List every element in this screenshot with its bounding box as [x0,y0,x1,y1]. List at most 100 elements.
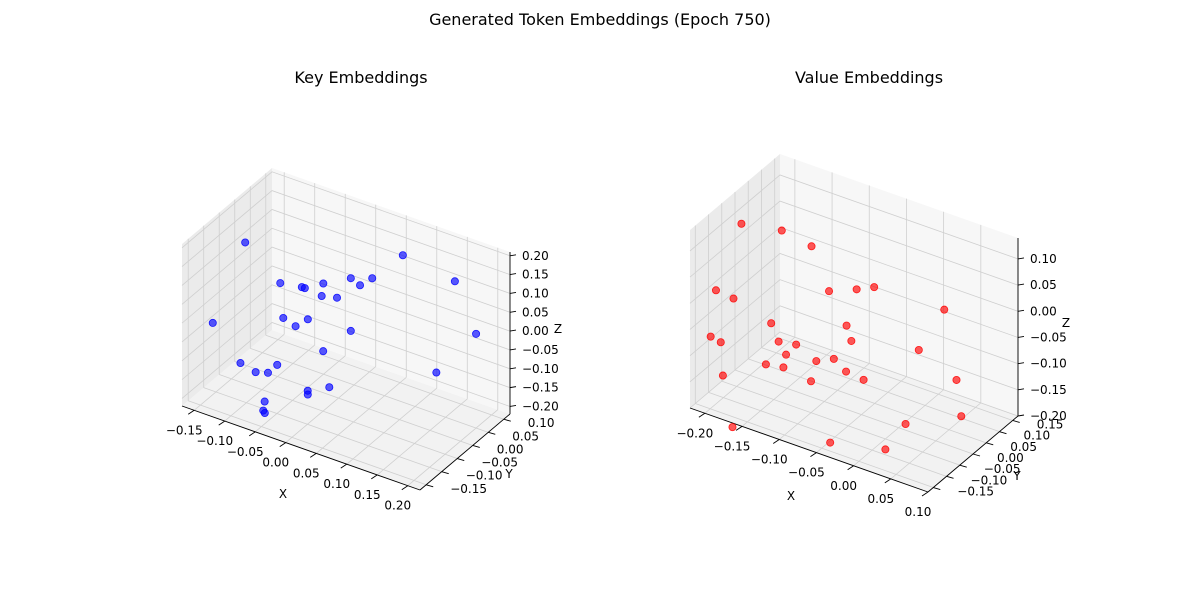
z-tick-label: 0.00 [1030,304,1057,318]
y-axis-line [419,413,511,491]
x-axis-label: X [279,487,287,501]
data-point [859,375,868,384]
x-tick-label: −0.05 [788,466,825,480]
x-axis-line [181,405,421,491]
x-tick-label: 0.00 [262,456,289,470]
data-point [779,363,788,372]
data-point [807,377,816,386]
y-tick-label: −0.05 [481,456,518,470]
z-tick-label: −0.15 [522,381,559,395]
x-axis-line [689,407,929,493]
z-tick-label: 0.20 [522,249,549,263]
data-point [241,238,250,247]
y-tick-label: 0.05 [512,429,539,443]
data-point [829,354,838,363]
data-point [319,347,328,356]
data-point [325,383,334,392]
x-tick-label: −0.15 [714,439,751,453]
data-point [767,319,776,328]
data-point [346,326,355,335]
data-point [792,340,801,349]
x-tick-label: −0.20 [676,426,713,440]
z-tick-label: 0.05 [1030,278,1057,292]
z-tick-label: 0.00 [522,324,549,338]
data-point [319,279,328,288]
data-point [332,293,341,302]
y-tick-label: 0.15 [1037,417,1064,431]
x-tick-label: −0.10 [196,434,233,448]
z-tick-label: 0.05 [522,305,549,319]
left-pane [182,168,272,406]
z-tick-label: −0.05 [522,343,559,357]
z-tick-label: 0.10 [522,286,549,300]
data-point [276,279,285,288]
data-point [952,375,961,384]
data-point [432,368,441,377]
y-tick-label: −0.10 [971,473,1008,487]
data-point [356,281,365,290]
data-point [847,336,856,345]
z-tick-label: −0.10 [1030,357,1067,371]
scatter-points [706,219,966,454]
key-embeddings-axes: −0.15−0.10−0.050.000.050.100.150.20−0.15… [166,68,562,513]
data-point [826,438,835,447]
data-point [716,338,725,347]
tick-labels: −0.15−0.10−0.050.000.050.100.150.20−0.15… [166,249,559,513]
data-point [260,397,269,406]
data-point [729,294,738,303]
scatter-points [208,238,481,418]
z-tick-label: 0.15 [522,268,549,282]
z-tick-label: −0.05 [1030,330,1067,344]
x-tick-label: 0.15 [354,488,381,502]
data-point [777,226,786,235]
figure-title: Generated Token Embeddings (Epoch 750) [429,10,771,29]
data-point [711,286,720,295]
data-point [346,274,355,283]
back-pane [272,168,510,414]
data-point [398,251,407,260]
x-tick-label: 0.10 [323,477,350,491]
data-point [728,423,737,432]
y-tick-label: 0.05 [1010,440,1037,454]
z-tick-label: −0.20 [522,399,559,413]
data-point [263,368,272,377]
data-point [279,313,288,322]
x-tick-label: 0.20 [384,499,411,513]
data-point [761,360,770,369]
grid-lines [181,171,511,486]
data-point [706,332,715,341]
z-axis-label: Z [1062,316,1070,330]
data-point [774,337,783,346]
data-point [881,445,890,454]
data-point [812,357,821,366]
x-tick-label: 0.05 [293,466,320,480]
x-tick-label: −0.05 [227,445,264,459]
tick-labels: −0.20−0.15−0.10−0.050.000.050.10−0.15−0.… [676,252,1066,519]
data-point [718,371,727,380]
y-tick-label: −0.10 [466,469,503,483]
floor-pane [182,330,510,490]
data-point [368,274,377,283]
data-point [914,345,923,354]
y-axis-label: Y [504,467,513,481]
x-tick-label: −0.10 [751,453,788,467]
data-point [940,305,949,314]
value-embeddings-title: Value Embeddings [795,68,943,87]
data-point [251,368,260,377]
data-point [208,318,217,327]
y-tick-label: −0.15 [450,482,487,496]
data-point [782,350,791,359]
value-embeddings-axes: −0.20−0.15−0.10−0.050.000.050.10−0.15−0.… [676,68,1070,519]
data-point [273,360,282,369]
data-point [852,285,861,294]
z-tick-label: −0.20 [1030,409,1067,423]
z-tick-label: −0.10 [522,362,559,376]
data-point [472,329,481,338]
x-tick-label: 0.05 [867,492,894,506]
y-tick-label: 0.00 [497,442,524,456]
y-tick-label: −0.15 [957,485,994,499]
y-tick-label: 0.10 [1023,429,1050,443]
key-embeddings-title: Key Embeddings [294,68,427,87]
x-axis-label: X [787,489,795,503]
